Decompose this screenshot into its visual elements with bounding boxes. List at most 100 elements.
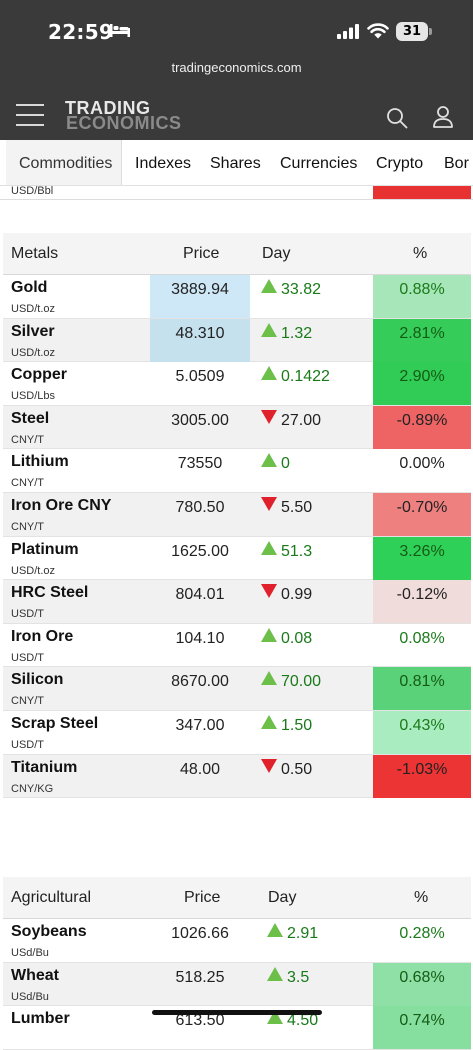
day-change-value: 1.32 xyxy=(281,324,313,342)
row-unit: USd/Bu xyxy=(11,947,49,959)
tab-commodities[interactable]: Commodities xyxy=(6,140,122,185)
day-change-cell: 3.5 xyxy=(267,963,309,1006)
row-name[interactable]: Soybeans xyxy=(11,923,87,940)
pct-change-cell: 0.43% xyxy=(373,710,471,754)
arrow-up-icon xyxy=(261,366,277,381)
row-unit: CNY/T xyxy=(11,477,44,490)
table-row[interactable]: Scrap Steel USD/T 347.00 1.50 0.43% xyxy=(3,710,471,755)
table-row[interactable]: Iron Ore CNY CNY/T 780.50 5.50 -0.70% xyxy=(3,492,471,537)
site-header: TRADING ECONOMICS xyxy=(0,88,473,140)
row-name[interactable]: Scrap Steel xyxy=(11,714,99,732)
header-pct[interactable]: % xyxy=(414,889,429,906)
address-url[interactable]: tradingeconomics.com xyxy=(171,60,302,75)
row-name[interactable]: Titanium xyxy=(11,758,78,776)
pct-change-cell: 0.68% xyxy=(373,962,471,1006)
table-row[interactable]: Wheat USd/Bu 518.25 3.5 0.68% xyxy=(3,962,471,1007)
row-name[interactable]: Iron Ore CNY xyxy=(11,496,112,514)
price-cell: 347.00 xyxy=(175,716,225,734)
price-cell: 804.01 xyxy=(175,586,225,604)
header-day[interactable]: Day xyxy=(262,245,291,262)
battery-indicator: 31 xyxy=(396,22,432,41)
arrow-down-icon xyxy=(261,409,277,424)
tab-currencies[interactable]: Currencies xyxy=(280,155,358,172)
day-change-cell: 33.82 xyxy=(261,275,321,318)
day-change-cell: 5.50 xyxy=(261,493,312,536)
logo-trading[interactable]: TRADING xyxy=(65,98,151,118)
menu-icon[interactable] xyxy=(16,104,44,126)
row-unit: CNY/KG xyxy=(11,782,54,795)
price-cell: 5.0509 xyxy=(175,368,225,386)
header-price[interactable]: Price xyxy=(183,245,220,262)
pct-change-cell: -0.89% xyxy=(373,405,471,449)
status-time: 22:59 xyxy=(48,20,114,44)
table-row[interactable]: HRC Steel USD/T 804.01 0.99 -0.12% xyxy=(3,580,471,624)
table-header: Metals Price Day % xyxy=(3,233,471,275)
table-row[interactable]: Gold USD/t.oz 3889.94 33.82 0.88% xyxy=(3,275,471,319)
row-unit: CNY/T xyxy=(11,520,44,533)
row-name[interactable]: Iron Ore xyxy=(11,627,74,645)
pct-change-cell: 2.81% xyxy=(373,318,471,362)
pct-change-cell: 0.74% xyxy=(373,1006,471,1050)
home-indicator[interactable] xyxy=(152,1010,322,1015)
price-cell: 8670.00 xyxy=(171,673,229,691)
table-row-partial[interactable]: USD/Bbl xyxy=(0,185,473,200)
search-icon[interactable] xyxy=(386,107,408,129)
row-name[interactable]: Lumber xyxy=(11,1010,70,1028)
day-change-cell: 0.50 xyxy=(261,755,312,798)
table-row[interactable]: Iron Ore USD/T 104.10 0.08 0.08% xyxy=(3,624,471,668)
table-row[interactable]: Soybeans USd/Bu 1026.66 2.91 0.28% xyxy=(3,919,471,963)
header-name: Metals xyxy=(11,245,59,262)
arrow-down-icon xyxy=(261,496,277,511)
logo-economics[interactable]: ECONOMICS xyxy=(66,113,182,133)
tab-bonds[interactable]: Bor xyxy=(444,155,469,172)
row-name[interactable]: HRC Steel xyxy=(11,584,89,602)
price-cell: 48.00 xyxy=(179,760,221,778)
arrow-up-icon xyxy=(267,923,283,937)
tab-indexes[interactable]: Indexes xyxy=(135,155,192,172)
arrow-up-icon xyxy=(261,322,277,337)
day-change-cell: 70.00 xyxy=(261,667,321,710)
day-change-cell: 1.32 xyxy=(261,319,312,362)
row-unit: CNY/T xyxy=(11,695,44,708)
day-change-value: 0.50 xyxy=(281,760,313,778)
row-name[interactable]: Silver xyxy=(11,322,55,340)
header-day[interactable]: Day xyxy=(268,889,297,906)
table-row[interactable]: Silver USD/t.oz 48.310 1.32 2.81% xyxy=(3,318,471,363)
row-unit: CNY/T xyxy=(11,433,44,446)
pct-change-cell: -0.70% xyxy=(373,492,471,536)
row-name[interactable]: Gold xyxy=(11,279,48,296)
row-name[interactable]: Lithium xyxy=(11,453,69,471)
row-unit: USD/T xyxy=(11,608,44,621)
table-row[interactable]: Copper USD/Lbs 5.0509 0.1422 2.90% xyxy=(3,362,471,406)
row-name[interactable]: Wheat xyxy=(11,966,59,984)
row-name[interactable]: Steel xyxy=(11,409,50,427)
day-change-value: 5.50 xyxy=(281,498,313,516)
price-cell: 1625.00 xyxy=(171,542,229,560)
header-name: Agricultural xyxy=(11,889,92,906)
row-name[interactable]: Platinum xyxy=(11,540,79,558)
day-change-cell: 0.99 xyxy=(261,580,312,623)
table-row[interactable]: Silicon CNY/T 8670.00 70.00 0.81% xyxy=(3,667,471,711)
tab-crypto[interactable]: Crypto xyxy=(376,155,424,172)
pct-change-cell: 0.00% xyxy=(399,455,445,473)
tab-shares[interactable]: Shares xyxy=(210,155,261,172)
table-row[interactable]: Titanium CNY/KG 48.00 0.50 -1.03% xyxy=(3,754,471,799)
table-body: Soybeans USd/Bu 1026.66 2.91 0.28% Wheat USd/B… xyxy=(3,919,471,1050)
table-row[interactable]: Platinum USD/t.oz 1625.00 51.3 3.26% xyxy=(3,536,471,581)
day-change-value: 51.3 xyxy=(281,542,313,560)
arrow-up-icon xyxy=(261,627,277,642)
table-row[interactable]: Steel CNY/T 3005.00 27.00 -0.89% xyxy=(3,405,471,450)
sleep-bed-icon xyxy=(110,24,130,37)
pct-cell xyxy=(373,186,471,199)
row-name[interactable]: Silicon xyxy=(11,671,64,689)
row-name[interactable]: Copper xyxy=(11,366,67,384)
price-cell: 48.310 xyxy=(150,318,250,362)
arrow-up-icon xyxy=(267,966,283,981)
header-price[interactable]: Price xyxy=(184,889,221,906)
user-icon[interactable] xyxy=(432,105,454,129)
table-row[interactable]: Lithium CNY/T 73550 0 0.00% xyxy=(3,449,471,493)
price-cell: 104.10 xyxy=(175,629,225,647)
header-pct[interactable]: % xyxy=(413,245,428,262)
row-unit: USD/t.oz xyxy=(11,564,56,577)
arrow-up-icon xyxy=(261,671,277,686)
